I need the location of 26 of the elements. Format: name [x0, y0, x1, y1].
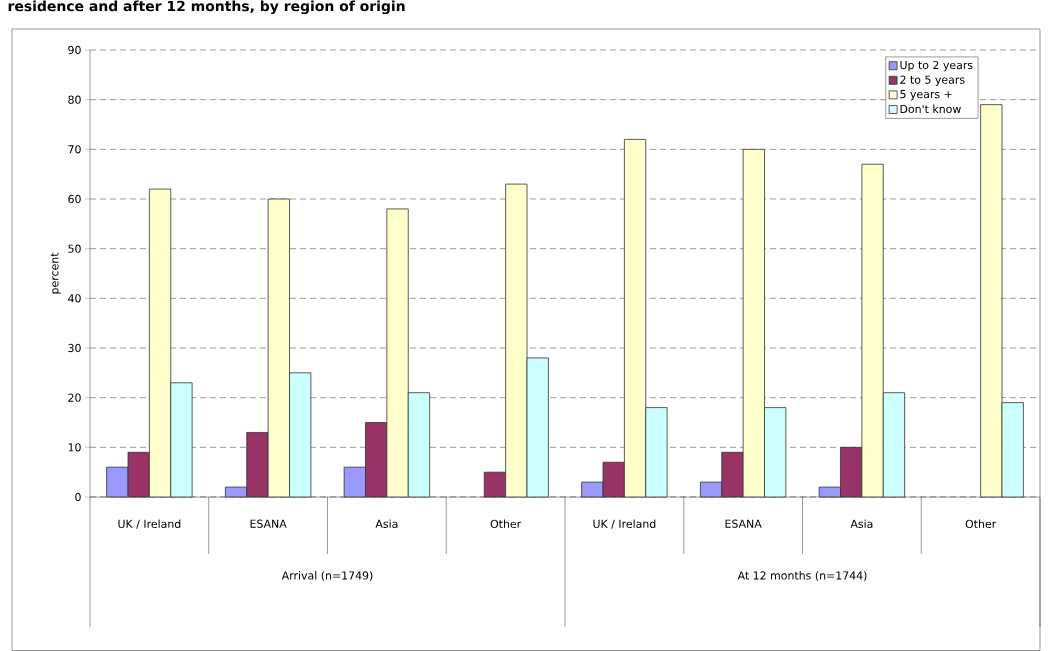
text: Arrival (n=1749): [281, 571, 373, 581]
x-tick-label: Other: [965, 519, 997, 528]
x-tick-label: Asia: [850, 519, 873, 528]
y-axis-title: percent: [50, 252, 61, 294]
y-tick-label: 90: [68, 45, 81, 55]
y-tick-label: 50: [68, 244, 81, 253]
chart-title: residence and after 12 months, by region of origin: [8, 0, 405, 15]
legend-label: 5 years +: [900, 90, 952, 101]
x-tick-label: ESANA: [250, 519, 287, 528]
x-tick-label: Asia: [375, 519, 398, 528]
y-tick-label: 60: [68, 194, 81, 204]
y-tick-label: 10: [68, 443, 81, 452]
text: At 12 months (n=1744): [737, 571, 867, 581]
y-tick-label: 30: [68, 343, 81, 353]
legend-label: Up to 2 years: [900, 60, 973, 72]
legend-label: Don't know: [900, 104, 961, 114]
y-tick-label: 80: [68, 95, 81, 104]
x-tick-label: UK / Ireland: [118, 519, 181, 529]
x-tick-label: Other: [490, 519, 522, 528]
y-tick-label: 70: [68, 145, 81, 154]
legend-label: 2 to 5 years: [900, 75, 965, 86]
x-tick-label: ESANA: [725, 519, 762, 528]
y-tick-label: 40: [68, 294, 81, 303]
y-tick-label: 0: [75, 492, 81, 502]
x-tick-label: UK / Ireland: [593, 519, 656, 529]
y-tick-label: 20: [68, 393, 81, 402]
